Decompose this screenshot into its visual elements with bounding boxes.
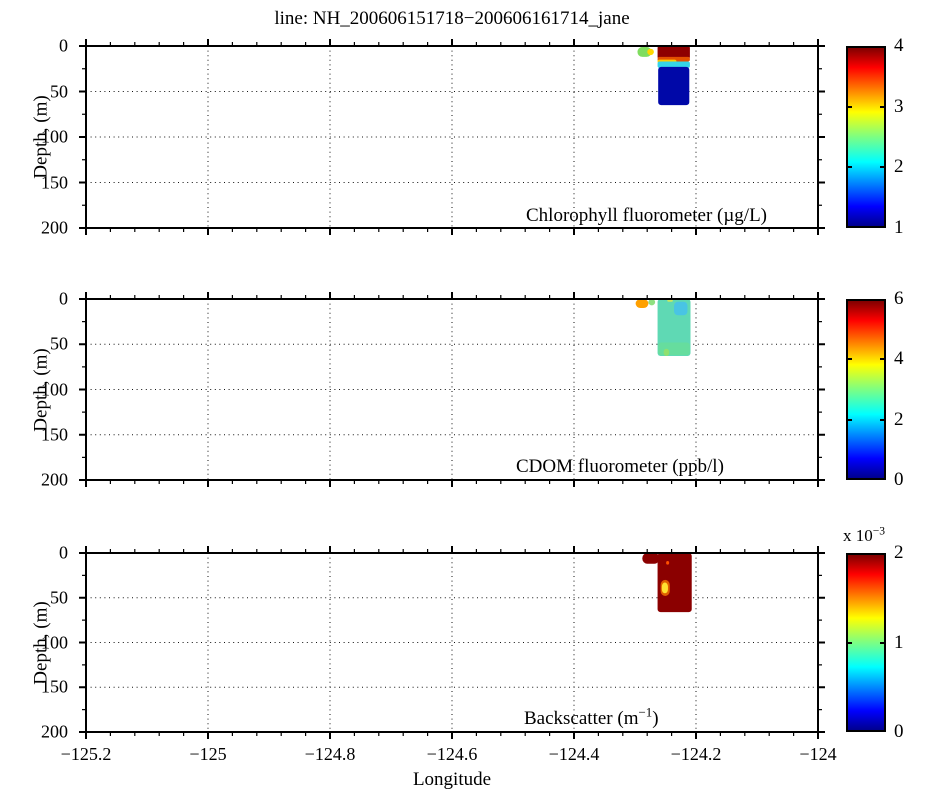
colorbar-tick-mark	[880, 418, 886, 421]
x-tick-label: −124.8	[304, 744, 356, 764]
panel-label-cdom: CDOM fluorometer (ppb/l)	[516, 456, 724, 477]
colorbar-tick-mark	[846, 105, 852, 108]
data-patch-chlorophyll	[657, 46, 690, 59]
colorbar-tick-label: 1	[894, 217, 904, 238]
data-patch-backscatter	[661, 582, 668, 594]
colorbar-gradient	[846, 553, 886, 732]
panel-svg-2	[79, 546, 825, 739]
colorbar-exponent: x 10−3	[843, 524, 886, 545]
x-tick-label: −124.4	[548, 744, 600, 764]
x-axis-label: Longitude	[412, 769, 492, 790]
y-axis-label-chlorophyll: Depth, (m)	[31, 95, 52, 179]
colorbar-tick-label: 1	[894, 631, 904, 653]
data-patch-chlorophyll	[637, 46, 652, 57]
data-patch-backscatter	[657, 553, 692, 613]
panel-label-chlorophyll: Chlorophyll fluorometer (µg/L)	[526, 205, 768, 226]
axes-frame	[85, 45, 819, 229]
x-tick-label: −124.2	[670, 744, 722, 764]
panel-svg-1	[79, 292, 825, 487]
panel-svg-0	[79, 39, 825, 235]
colorbar-tick-mark	[880, 358, 886, 361]
panel-backscatter: Backscatter (m−1)	[79, 546, 825, 739]
colorbar-tick-label: 2	[894, 408, 904, 430]
colorbar-tick-label: 0	[894, 469, 904, 490]
y-axis-label-backscatter: Depth, (m)	[31, 600, 52, 685]
data-patch-backscatter	[666, 561, 670, 565]
data-patch-cdom	[648, 299, 656, 306]
data-patch-chlorophyll	[657, 61, 690, 68]
colorbar-tick-mark	[880, 641, 886, 644]
colorbar-tick-label: 2	[894, 542, 904, 563]
data-patch-cdom	[635, 299, 649, 309]
data-patch-chlorophyll	[658, 66, 690, 106]
colorbar-chlorophyll: 1 2 3 4	[846, 35, 904, 238]
data-patch-cdom	[663, 348, 670, 357]
axes-frame	[85, 552, 819, 733]
panel-label-backscatter: Backscatter (m−1)	[524, 704, 659, 729]
panel-chlorophyll: Chlorophyll fluorometer (µg/L)	[79, 39, 825, 235]
colorbar-tick-mark	[880, 166, 886, 169]
colorbar-tick-mark	[880, 105, 886, 108]
colorbar-tick-label: 0	[894, 721, 904, 742]
colorbar-tick-label: 3	[894, 95, 904, 117]
data-patch-chlorophyll	[647, 48, 654, 56]
x-tick-label: −124	[799, 744, 837, 764]
colorbar-tick-label: 6	[894, 288, 904, 309]
colorbar-tick-mark	[846, 358, 852, 361]
colorbar-tick-mark	[846, 641, 852, 644]
colorbar-cdom: 0 2 4 6	[846, 288, 904, 490]
colorbar-gradient	[846, 46, 886, 228]
colorbar-backscatter: 0 1 2	[846, 542, 904, 742]
x-tick-label: −125	[189, 744, 227, 764]
colorbar-tick-mark	[846, 418, 852, 421]
x-tick-label: −124.6	[426, 744, 478, 764]
data-patch-backscatter	[642, 553, 660, 564]
y-axis-label-cdom: Depth, (m)	[31, 347, 52, 432]
data-patch-cdom	[674, 301, 688, 316]
axes-frame	[85, 298, 819, 481]
colorbar-tick-label: 4	[894, 348, 904, 370]
colorbar-tick-mark	[846, 166, 852, 169]
colorbar-tick-label: 4	[894, 35, 904, 56]
x-tick-label: −125.2	[60, 744, 112, 764]
colorbar-tick-label: 2	[894, 156, 904, 178]
data-patch-cdom	[658, 342, 690, 356]
panel-cdom: CDOM fluorometer (ppb/l)	[79, 292, 825, 487]
figure-title: line: NH_200606151718−200606161714_jane	[274, 8, 630, 29]
colorbar-gradient	[846, 299, 886, 480]
